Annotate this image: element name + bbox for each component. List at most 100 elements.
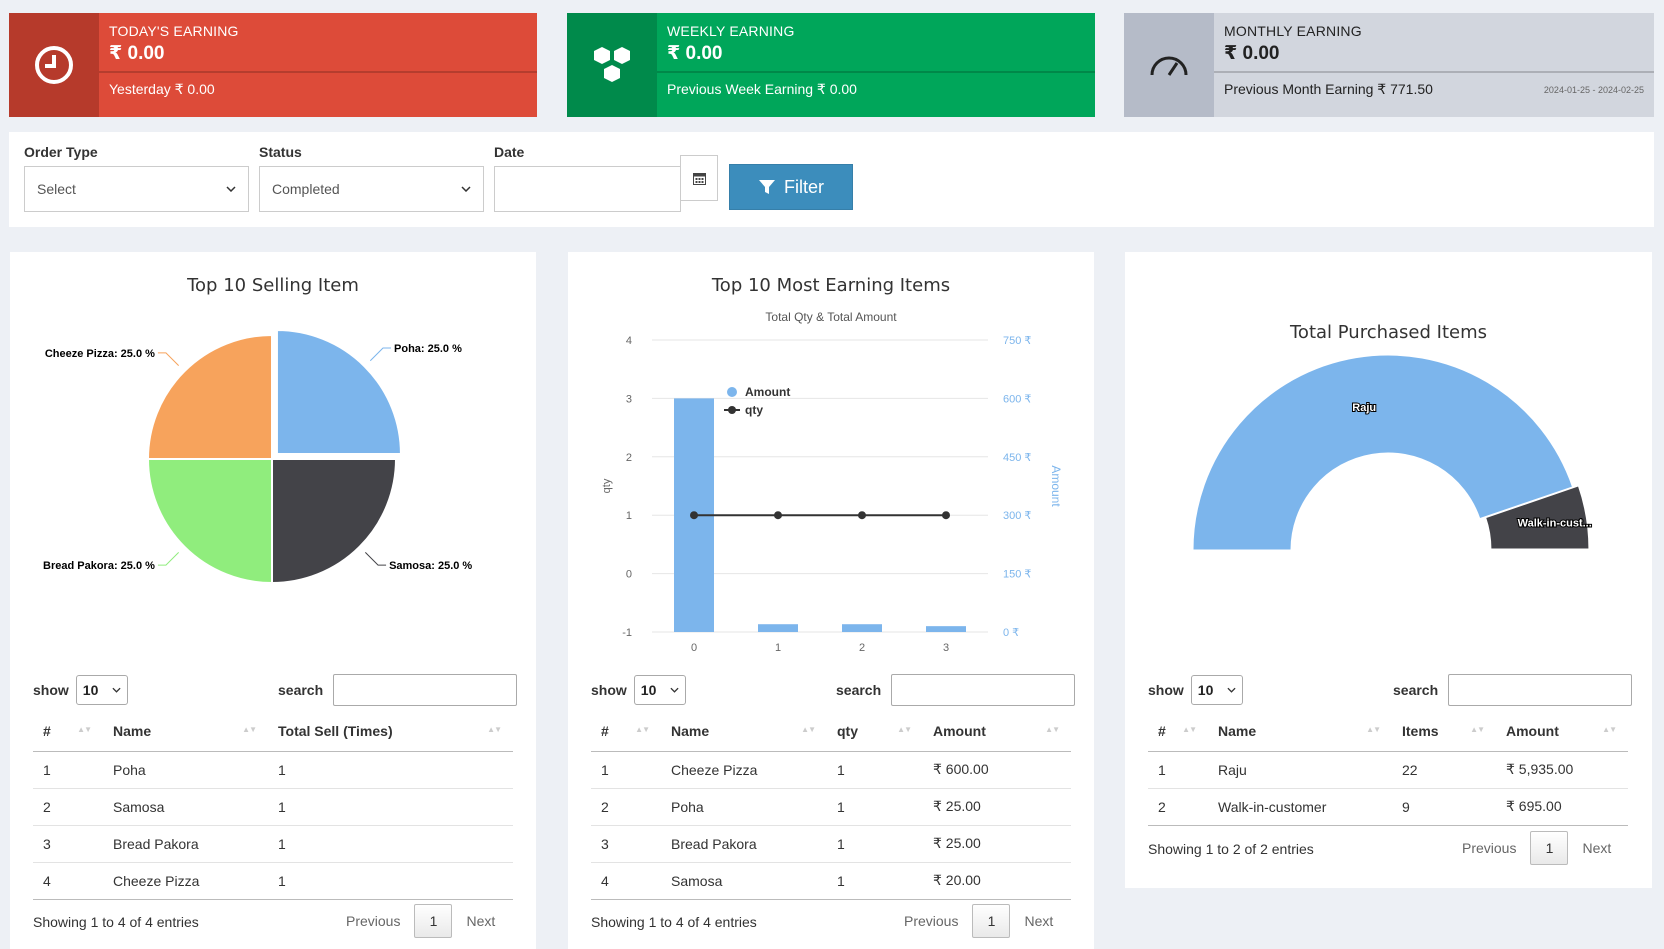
top-earning-subtitle: Total Qty & Total Amount xyxy=(765,310,897,324)
col-name[interactable]: Name ▲▼ xyxy=(661,711,827,752)
selling-pagination: Previous 1 Next xyxy=(346,904,495,938)
previous-page-button[interactable]: Previous xyxy=(1462,840,1517,856)
selling-search-input[interactable] xyxy=(333,674,518,706)
date-input[interactable] xyxy=(494,166,681,212)
purchased-search-label: search xyxy=(1393,682,1439,698)
col-amount[interactable]: Amount ▲▼ xyxy=(923,711,1071,752)
point-qty-1 xyxy=(774,511,782,520)
status-select[interactable]: Completed xyxy=(259,166,484,212)
earning-search-input[interactable] xyxy=(891,674,1076,706)
total-purchased-title: Total Purchased Items xyxy=(1290,322,1487,343)
status-group: Status Completed xyxy=(259,144,484,212)
col-number[interactable]: # ▲▼ xyxy=(1148,711,1208,752)
y-tick-left: -1 xyxy=(622,627,632,639)
bar-amount-2 xyxy=(842,624,882,632)
earning-table: # ▲▼ Name ▲▼ qty ▲▼ Amount ▲▼ 1 Cheeze Pizza 1… xyxy=(591,711,1071,900)
order-type-value: Select xyxy=(37,181,76,197)
col-name[interactable]: Name ▲▼ xyxy=(103,711,268,752)
purchased-length-select[interactable]: 10 xyxy=(1190,675,1243,705)
earning-length-value: 10 xyxy=(640,682,657,698)
selling-search: search xyxy=(278,674,518,706)
y-tick-right: 300 ₹ xyxy=(1003,510,1031,522)
col-amount[interactable]: Amount ▲▼ xyxy=(1496,711,1628,752)
table-row: 2 Poha 1 ₹ 25.00 xyxy=(591,788,1071,826)
top-selling-panel: Top 10 Selling Item Poha: 25.0 % Samosa: … xyxy=(10,252,536,949)
y-tick-left: 3 xyxy=(626,393,632,405)
status-label: Status xyxy=(259,144,302,160)
chevron-down-icon xyxy=(670,687,679,693)
table-row: 1 Cheeze Pizza 1 ₹ 600.00 xyxy=(591,751,1071,789)
previous-page-button[interactable]: Previous xyxy=(904,913,959,929)
selling-length-select[interactable]: 10 xyxy=(75,675,128,705)
bar-amount-3 xyxy=(926,626,966,632)
legend-marker-amount xyxy=(727,387,737,397)
point-qty-2 xyxy=(858,511,866,520)
earning-search-label: search xyxy=(836,682,882,698)
earning-length-select[interactable]: 10 xyxy=(633,675,686,705)
pie-slice-samosa xyxy=(271,458,398,585)
table-row: 3 Bread Pakora 1 ₹ 25.00 xyxy=(591,825,1071,863)
col-qty[interactable]: qty ▲▼ xyxy=(827,711,923,752)
y-tick-right: 0 ₹ xyxy=(1003,627,1019,639)
donut-label-raju: Raju xyxy=(1352,402,1376,414)
pie-slice-bread-pakora xyxy=(146,458,273,585)
purchased-show-entries: show 10 xyxy=(1148,675,1243,705)
pie-label-samosa: Samosa: 25.0 % xyxy=(389,560,472,572)
col-items[interactable]: Items ▲▼ xyxy=(1392,711,1496,752)
earning-show-label: show xyxy=(591,682,627,698)
pie-connector xyxy=(157,352,180,367)
sort-icon: ▲▼ xyxy=(1366,725,1381,734)
y-axis-label-left: qty xyxy=(601,478,613,493)
date-label: Date xyxy=(494,144,525,160)
next-page-button[interactable]: Next xyxy=(1024,913,1054,929)
yesterday-earning: Yesterday ₹ 0.00 xyxy=(109,81,215,97)
order-type-group: Order Type Select xyxy=(24,144,249,212)
y-tick-right: 750 ₹ xyxy=(1003,335,1031,347)
purchased-length-value: 10 xyxy=(1197,682,1214,698)
purchased-show-label: show xyxy=(1148,682,1184,698)
earning-search: search xyxy=(836,674,1076,706)
next-page-button[interactable]: Next xyxy=(466,913,496,929)
cubes-icon xyxy=(567,13,657,117)
purchased-search: search xyxy=(1393,674,1633,706)
y-tick-left: 4 xyxy=(626,335,632,347)
monthly-earning-amount: ₹ 0.00 xyxy=(1224,43,1280,64)
previous-page-button[interactable]: Previous xyxy=(346,913,401,929)
col-total-sell[interactable]: Total Sell (Times) ▲▼ xyxy=(268,711,513,752)
page-1-button[interactable]: 1 xyxy=(972,904,1011,938)
chevron-down-icon xyxy=(226,186,236,192)
x-tick-label: 2 xyxy=(859,642,865,652)
pie-slice-poha xyxy=(275,329,402,456)
selling-table: # ▲▼ Name ▲▼ Total Sell (Times) ▲▼ 1 Poha 1 2… xyxy=(33,711,513,900)
clock-icon xyxy=(9,13,99,117)
donut-slice-raju xyxy=(1192,354,1574,551)
calendar-button[interactable] xyxy=(680,155,718,201)
legend-label-amount: Amount xyxy=(745,385,790,399)
next-page-button[interactable]: Next xyxy=(1582,840,1612,856)
col-name[interactable]: Name ▲▼ xyxy=(1208,711,1392,752)
pie-connector xyxy=(369,347,392,362)
col-number[interactable]: # ▲▼ xyxy=(33,711,103,752)
chevron-down-icon xyxy=(1227,687,1236,693)
date-range: 2024-01-25 - 2024-02-25 xyxy=(1543,85,1644,95)
date-group: Date xyxy=(494,144,681,212)
y-tick-right: 150 ₹ xyxy=(1003,569,1031,581)
y-tick-left: 2 xyxy=(626,452,632,464)
page-1-button[interactable]: 1 xyxy=(414,904,453,938)
page-1-button[interactable]: 1 xyxy=(1530,831,1569,865)
pie-label-bread-pakora: Bread Pakora: 25.0 % xyxy=(43,560,155,572)
filter-button[interactable]: Filter xyxy=(729,164,853,210)
sort-icon: ▲▼ xyxy=(1602,725,1617,734)
top-earning-title: Top 10 Most Earning Items xyxy=(711,275,951,296)
legend-marker-qty xyxy=(728,406,736,414)
top-earning-bar-chart: 4 3 2 1 0 -1 750 ₹ 600 ₹ 450 ₹ 300 ₹ 150 ₹ 0 ₹ qty Am… xyxy=(601,335,1063,652)
monthly-earning-label: MONTHLY EARNING xyxy=(1224,23,1362,39)
total-purchased-semi-donut-chart: Raju Walk-in-cust... xyxy=(1192,354,1593,551)
legend-label-qty: qty xyxy=(745,403,763,417)
table-row: 3 Bread Pakora 1 xyxy=(33,825,513,863)
x-tick-label: 1 xyxy=(775,642,781,652)
order-type-label: Order Type xyxy=(24,144,98,160)
order-type-select[interactable]: Select xyxy=(24,166,249,212)
col-number[interactable]: # ▲▼ xyxy=(591,711,661,752)
purchased-search-input[interactable] xyxy=(1448,674,1633,706)
